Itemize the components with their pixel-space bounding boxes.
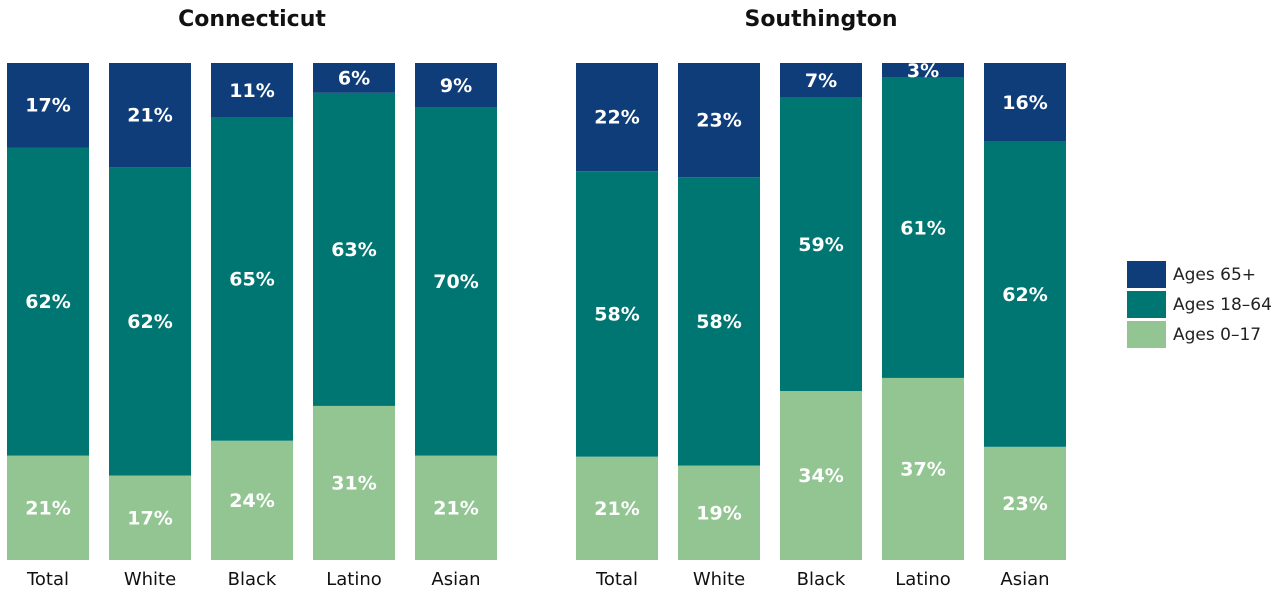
bar-segment: [313, 63, 395, 93]
bar-segment: [984, 63, 1066, 142]
bar-segment: [576, 456, 658, 560]
data-label: 59%: [798, 234, 843, 256]
bar-segment: [211, 117, 293, 441]
data-label: 9%: [440, 75, 472, 97]
data-label: 11%: [229, 80, 274, 102]
data-label: 17%: [25, 95, 70, 117]
data-label: 58%: [696, 311, 741, 333]
legend-swatch: [1127, 261, 1166, 288]
data-label: 16%: [1002, 92, 1047, 114]
bar-segment: [313, 405, 395, 560]
data-label: 65%: [229, 269, 274, 291]
data-label: 62%: [1002, 284, 1047, 306]
bar-segment: [109, 475, 191, 560]
bar-segment: [780, 97, 862, 392]
data-label: 17%: [127, 507, 172, 529]
legend-swatch: [1127, 291, 1166, 318]
bar-segment: [780, 391, 862, 560]
data-label: 21%: [433, 497, 478, 519]
data-label: 21%: [594, 498, 639, 520]
data-label: 63%: [331, 239, 376, 261]
x-tick-label: Black: [228, 569, 277, 590]
chart-title: Southington: [744, 7, 897, 32]
bar-segment: [678, 63, 760, 178]
data-label: 3%: [907, 60, 939, 82]
legend-label: Ages 65+: [1173, 265, 1256, 285]
bar-segment: [882, 63, 964, 78]
bar-segment: [211, 440, 293, 560]
data-label: 37%: [900, 458, 945, 480]
bar-segment: [415, 455, 497, 560]
bar-segment: [415, 107, 497, 456]
bar-segment: [678, 177, 760, 466]
bar-segment: [211, 63, 293, 118]
data-label: 21%: [127, 105, 172, 127]
bar-segment: [576, 171, 658, 457]
bar-segment: [882, 377, 964, 560]
x-tick-label: Asian: [1000, 569, 1049, 590]
legend-label: Ages 0–17: [1173, 325, 1261, 345]
legend-swatch: [1127, 321, 1166, 348]
x-tick-label: Asian: [431, 569, 480, 590]
legend-label: Ages 18–64: [1173, 295, 1272, 315]
x-tick-label: Total: [595, 569, 638, 590]
bar-segment: [415, 63, 497, 108]
chart-title: Connecticut: [178, 7, 326, 32]
x-tick-label: White: [124, 569, 176, 590]
bar-segment: [678, 465, 760, 560]
data-label: 61%: [900, 217, 945, 239]
x-tick-label: White: [693, 569, 745, 590]
data-label: 19%: [696, 502, 741, 524]
bar-segment: [576, 63, 658, 172]
x-tick-label: Black: [797, 569, 846, 590]
x-tick-label: Latino: [895, 569, 951, 590]
data-label: 23%: [696, 110, 741, 132]
bar-segment: [882, 77, 964, 378]
x-tick-label: Total: [26, 569, 69, 590]
bar-segment: [7, 63, 89, 148]
data-label: 31%: [331, 472, 376, 494]
bar-segment: [109, 63, 191, 168]
data-label: 58%: [594, 303, 639, 325]
bar-segment: [109, 167, 191, 476]
bar-segment: [780, 63, 862, 98]
data-label: 24%: [229, 490, 274, 512]
x-tick-label: Latino: [326, 569, 382, 590]
data-label: 21%: [25, 497, 70, 519]
data-label: 7%: [805, 70, 837, 92]
data-label: 34%: [798, 465, 843, 487]
data-label: 23%: [1002, 493, 1047, 515]
data-label: 6%: [338, 67, 370, 89]
data-label: 62%: [127, 311, 172, 333]
bar-segment: [313, 92, 395, 406]
bar-segment: [7, 147, 89, 456]
bar-segment: [7, 455, 89, 560]
bar-segment: [984, 141, 1066, 447]
data-label: 22%: [594, 107, 639, 129]
data-label: 62%: [25, 291, 70, 313]
data-label: 70%: [433, 271, 478, 293]
bar-segment: [984, 446, 1066, 560]
